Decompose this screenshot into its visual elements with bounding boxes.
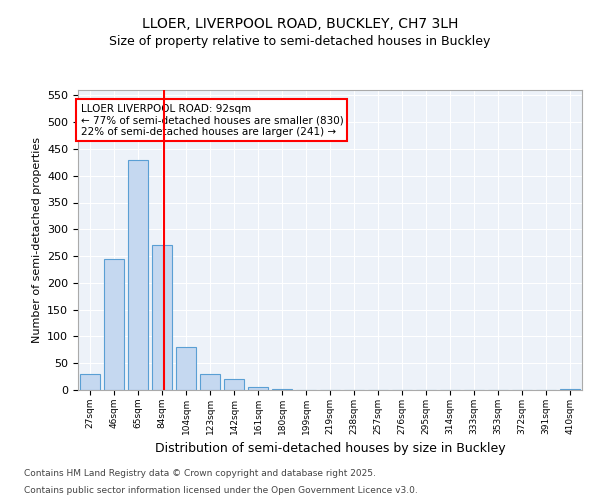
Bar: [104, 259, 124, 390]
Bar: [200, 374, 220, 390]
Text: Contains HM Land Registry data © Crown copyright and database right 2025.: Contains HM Land Registry data © Crown c…: [24, 468, 376, 477]
Bar: [224, 380, 244, 390]
Text: LLOER LIVERPOOL ROAD: 92sqm
← 77% of semi-detached houses are smaller (830)
22% : LLOER LIVERPOOL ROAD: 92sqm ← 77% of sem…: [80, 104, 343, 136]
X-axis label: Distribution of semi-detached houses by size in Buckley: Distribution of semi-detached houses by …: [155, 442, 505, 456]
Bar: [248, 388, 268, 390]
Bar: [128, 160, 148, 390]
Text: Size of property relative to semi-detached houses in Buckley: Size of property relative to semi-detach…: [109, 35, 491, 48]
Bar: [152, 246, 172, 390]
Y-axis label: Number of semi-detached properties: Number of semi-detached properties: [32, 137, 41, 343]
Bar: [80, 374, 100, 390]
Text: Contains public sector information licensed under the Open Government Licence v3: Contains public sector information licen…: [24, 486, 418, 495]
Bar: [176, 347, 196, 390]
Text: LLOER, LIVERPOOL ROAD, BUCKLEY, CH7 3LH: LLOER, LIVERPOOL ROAD, BUCKLEY, CH7 3LH: [142, 18, 458, 32]
